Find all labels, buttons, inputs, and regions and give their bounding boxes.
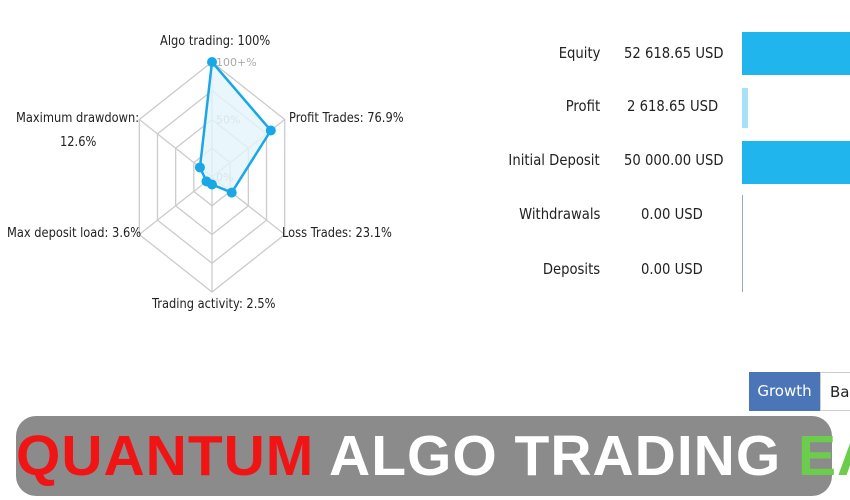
stat-equity-value: 52 618.65 USD bbox=[624, 44, 724, 62]
radar-point-0 bbox=[207, 57, 217, 67]
radar-series-area bbox=[198, 60, 273, 194]
stat-initial-deposit-label: Initial Deposit bbox=[508, 151, 600, 169]
radar-chart: 100+%50%0% bbox=[138, 56, 286, 293]
stat-deposits-value: 0.00 USD bbox=[641, 260, 703, 278]
stat-withdrawals-label: Withdrawals bbox=[518, 205, 600, 223]
radar-point-5 bbox=[194, 162, 205, 173]
equity-bar bbox=[742, 32, 850, 75]
banner-quantum: QUANTUM bbox=[16, 424, 315, 488]
zero-axis-line bbox=[742, 195, 743, 292]
stat-deposits-label: Deposits bbox=[542, 260, 600, 278]
stat-equity-label: Equity bbox=[558, 44, 600, 62]
banner-title: QUANTUM ALGO TRADING EA bbox=[16, 423, 850, 489]
banner-ea: EA bbox=[798, 424, 850, 488]
banner-algo-trading: ALGO TRADING bbox=[329, 424, 782, 488]
stat-withdrawals-value: 0.00 USD bbox=[641, 205, 703, 223]
stat-profit-label: Profit bbox=[565, 97, 600, 115]
axis-label-algo-trading: Algo trading: 100% bbox=[160, 34, 271, 49]
axis-label-loss-trades: Loss Trades: 23.1% bbox=[282, 226, 392, 241]
axis-label-profit-trades: Profit Trades: 76.9% bbox=[289, 111, 404, 126]
tab-balance[interactable]: Bal bbox=[820, 372, 850, 411]
axis-label-max-deposit-load: Max deposit load: 3.6% bbox=[7, 226, 142, 241]
radar-point-1 bbox=[265, 125, 276, 136]
stat-initial-deposit-value: 50 000.00 USD bbox=[624, 151, 724, 169]
axis-label-max-drawdown-value: 12.6% bbox=[60, 135, 97, 150]
axis-label-trading-activity: Trading activity: 2.5% bbox=[152, 297, 276, 312]
radar-point-2 bbox=[226, 187, 237, 198]
tab-growth[interactable]: Growth bbox=[749, 372, 820, 411]
profit-bar bbox=[742, 88, 748, 128]
banner-overlay bbox=[16, 416, 832, 496]
tick-label-max: 100+% bbox=[216, 56, 257, 69]
initial-deposit-bar bbox=[742, 141, 850, 184]
radar-point-4 bbox=[201, 176, 212, 187]
grid-spoke-4 bbox=[138, 176, 213, 236]
axis-label-max-drawdown: Maximum drawdown: bbox=[16, 111, 140, 126]
stat-profit-value: 2 618.65 USD bbox=[627, 97, 719, 115]
